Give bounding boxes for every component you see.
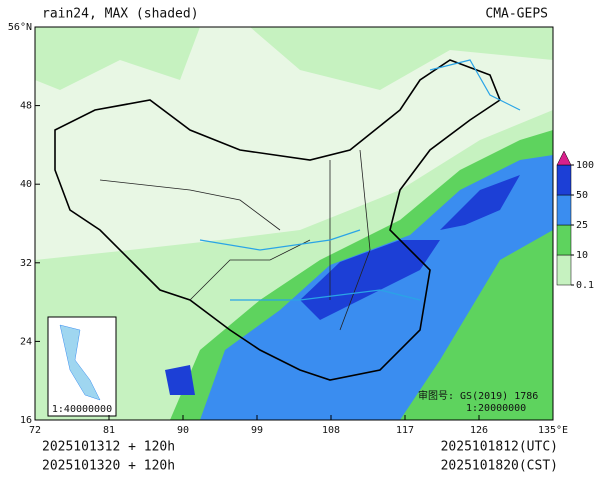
map-frame xyxy=(34,26,554,421)
valid-time-cst: 2025101820(CST) xyxy=(441,459,558,474)
lat-tick-label: 16 xyxy=(20,415,32,426)
title: rain24, MAX (shaded) xyxy=(42,7,199,22)
valid-time-utc: 2025101812(UTC) xyxy=(441,440,558,455)
map-scale: 1:20000000 xyxy=(466,403,526,414)
model-name: CMA-GEPS xyxy=(485,7,548,22)
colorbar-segment xyxy=(556,164,572,196)
country-border xyxy=(54,59,501,381)
map-area: 1:40000000 审图号: GS(2019) 1786 1:20000000 xyxy=(34,26,554,421)
lon-tick-label: 99 xyxy=(251,425,263,436)
rainstorm-area xyxy=(165,175,520,395)
inset-scale: 1:40000000 xyxy=(52,404,112,415)
light-rain-area xyxy=(35,27,553,90)
province-border xyxy=(99,149,371,331)
river xyxy=(199,59,521,301)
lon-tick-label: 72 xyxy=(29,425,41,436)
lon-tick-label: 117 xyxy=(396,425,414,436)
colorbar-segment xyxy=(556,194,572,226)
colorbar-label: 100 xyxy=(576,160,594,171)
colorbar-over xyxy=(556,150,572,166)
lon-tick-label: 90 xyxy=(177,425,189,436)
lat-tick-label: 48 xyxy=(20,101,32,112)
lon-tick-label: 81 xyxy=(103,425,115,436)
lat-tick-label: 40 xyxy=(20,179,32,190)
colorbar-label: 25 xyxy=(576,220,588,231)
lat-tick-label: 32 xyxy=(20,258,32,269)
colorbar-label: 0.1 xyxy=(576,280,594,291)
lon-tick-label: 135°E xyxy=(538,425,568,436)
lat-tick-label: 24 xyxy=(20,336,32,347)
colorbar-segment xyxy=(556,254,572,286)
inset-map xyxy=(47,316,117,417)
init-time-utc: 2025101312 + 120h xyxy=(42,440,175,455)
lon-tick-label: 126 xyxy=(470,425,488,436)
init-time-cst: 2025101320 + 120h xyxy=(42,459,175,474)
colorbar-segment xyxy=(556,224,572,256)
inset-sea xyxy=(59,324,101,401)
lat-tick-label: 56°N xyxy=(8,22,32,33)
lon-tick-label: 108 xyxy=(322,425,340,436)
approval-number: 审图号: GS(2019) 1786 xyxy=(418,389,538,402)
colorbar-label: 50 xyxy=(576,190,588,201)
colorbar-label: 10 xyxy=(576,250,588,261)
